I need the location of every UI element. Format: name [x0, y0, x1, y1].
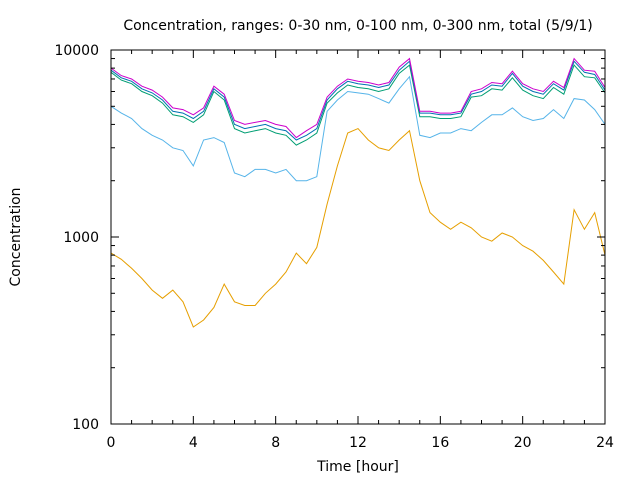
- series-line-4: [110, 60, 606, 141]
- y-tick-label: 1000: [63, 230, 99, 246]
- y-tick-label: 100: [72, 417, 99, 433]
- x-tick-label: 8: [271, 435, 280, 451]
- chart-title: Concentration, ranges: 0-30 nm, 0-100 nm…: [123, 18, 592, 34]
- plot-frame: [110, 49, 606, 425]
- x-tick-label: 0: [107, 435, 116, 451]
- y-tick-label: 10000: [54, 43, 99, 59]
- series-line-1: [110, 128, 606, 328]
- x-axis-label: Time [hour]: [316, 459, 399, 475]
- x-tick-label: 4: [189, 435, 198, 451]
- series-line-2: [110, 75, 606, 182]
- y-axis-label: Concentration: [8, 187, 24, 286]
- axis-tick-labels: 0 4 8 12 16 20 24 100 1000 10000: [54, 43, 614, 451]
- x-tick-label: 20: [514, 435, 532, 451]
- axis-ticks: [110, 49, 606, 425]
- series-line-5: [110, 57, 606, 139]
- x-tick-label: 16: [431, 435, 449, 451]
- series-lines: [110, 57, 606, 328]
- x-tick-label: 12: [349, 435, 367, 451]
- series-line-3: [110, 64, 606, 146]
- x-tick-label: 24: [596, 435, 614, 451]
